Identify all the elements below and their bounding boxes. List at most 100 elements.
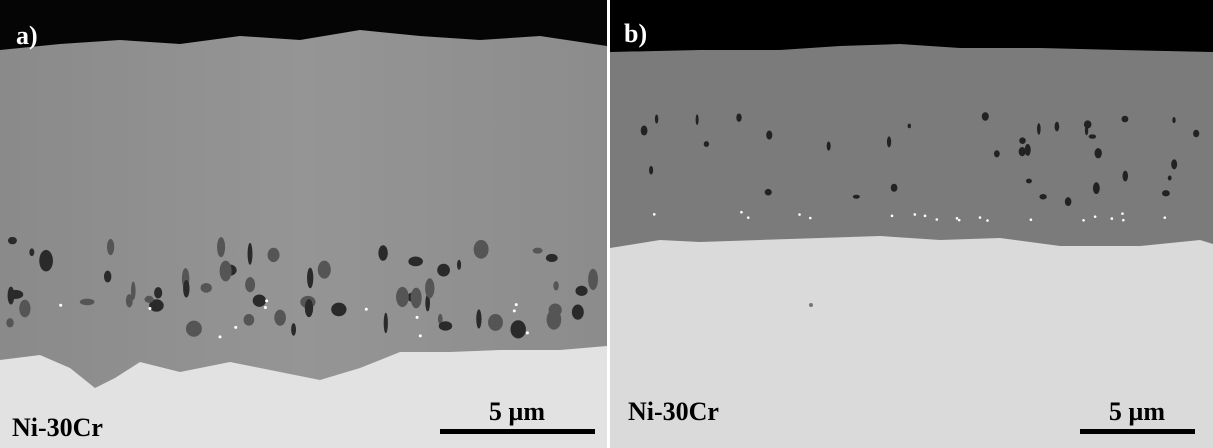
particle	[512, 309, 516, 313]
particle	[994, 150, 1000, 158]
particle	[1092, 182, 1100, 195]
particle	[1039, 193, 1047, 200]
particle	[263, 306, 267, 310]
particle	[473, 239, 489, 259]
particle	[304, 299, 314, 318]
particle	[809, 303, 813, 307]
particle	[457, 259, 462, 270]
particle	[1024, 144, 1031, 156]
particle	[291, 323, 297, 336]
particle	[545, 253, 558, 263]
particle	[955, 217, 959, 220]
particle	[1029, 218, 1033, 222]
particle	[245, 277, 256, 293]
particle	[267, 247, 280, 263]
particle	[252, 294, 266, 307]
particle	[317, 260, 331, 279]
particle	[1162, 190, 1170, 197]
particle	[408, 256, 423, 267]
particle	[1167, 175, 1172, 181]
particle	[383, 312, 388, 334]
particle	[1193, 129, 1200, 138]
particle	[957, 218, 961, 222]
particle	[488, 313, 503, 331]
particle	[1171, 159, 1178, 170]
particle	[106, 238, 115, 256]
particle	[1163, 216, 1167, 219]
particle	[7, 289, 24, 299]
particle	[218, 335, 222, 339]
particle	[532, 247, 543, 254]
particle	[703, 141, 710, 147]
particle	[6, 318, 14, 328]
particle	[1025, 178, 1032, 184]
particle	[1093, 215, 1097, 218]
particle	[1037, 123, 1041, 135]
particle	[740, 210, 743, 214]
particle	[736, 113, 742, 122]
particle	[978, 216, 982, 219]
particle	[548, 303, 562, 317]
particle	[852, 194, 860, 199]
particle	[425, 278, 435, 299]
panel-label: a)	[16, 21, 38, 50]
particle	[7, 236, 17, 245]
particles	[640, 112, 1200, 307]
scale-bar	[440, 429, 595, 434]
particle	[410, 287, 422, 309]
particle	[1082, 218, 1085, 222]
particle	[1121, 212, 1124, 215]
particle	[1094, 148, 1102, 159]
particle	[890, 214, 894, 218]
scale-bar-label: 5 µm	[489, 397, 545, 426]
particle	[746, 216, 750, 219]
particle	[1122, 170, 1129, 182]
particle	[808, 216, 812, 220]
particle	[438, 321, 453, 331]
particle	[217, 237, 226, 258]
particle	[144, 295, 154, 303]
particle	[274, 309, 286, 326]
particle	[981, 112, 989, 121]
panel-a: a) Ni-30Cr 5 µm	[0, 0, 607, 448]
particle	[234, 325, 238, 329]
particle	[378, 245, 388, 261]
particle	[1088, 134, 1097, 139]
particle	[575, 285, 588, 297]
particle	[125, 294, 133, 308]
particle	[149, 299, 164, 312]
particles	[6, 236, 598, 339]
particle	[654, 114, 659, 124]
particle	[29, 248, 35, 257]
particle	[154, 287, 163, 299]
particle	[935, 218, 939, 221]
particle	[649, 165, 654, 175]
particle	[396, 286, 409, 308]
particle	[764, 188, 772, 196]
sample-label: Ni-30Cr	[628, 397, 719, 426]
particle	[476, 309, 482, 329]
panel-b: b) Ni-30Cr 5 µm	[610, 0, 1213, 448]
particle	[437, 313, 443, 325]
particle	[1054, 121, 1060, 132]
particle	[907, 123, 911, 129]
scale-bar	[1080, 429, 1195, 434]
divider	[607, 0, 610, 448]
particle	[766, 130, 773, 140]
particle	[923, 214, 927, 218]
particle	[185, 320, 202, 337]
particle	[19, 299, 31, 318]
particle	[913, 213, 917, 216]
particle	[1172, 117, 1176, 124]
particle	[886, 136, 892, 148]
particle	[652, 213, 656, 216]
particle	[798, 213, 801, 216]
scale-bar-label: 5 µm	[1109, 397, 1165, 426]
particle	[890, 183, 898, 192]
particle	[418, 334, 422, 338]
substrate	[0, 346, 607, 448]
particle	[986, 219, 989, 222]
particle	[1018, 146, 1026, 157]
particle	[437, 263, 450, 277]
